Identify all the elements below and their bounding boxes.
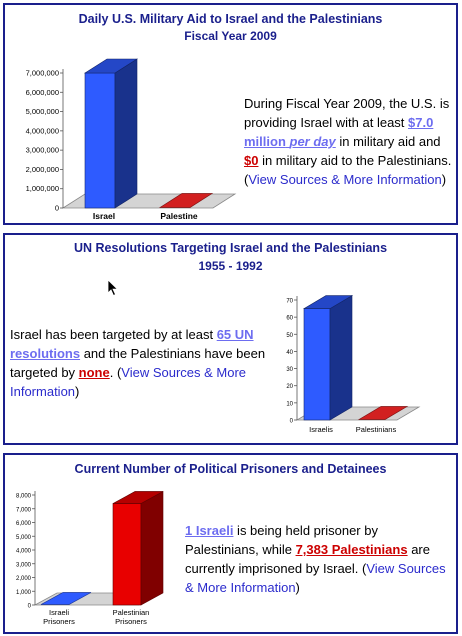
un-text-before: Israel has been targeted by at least	[10, 327, 217, 342]
un-panel-title: UN Resolutions Targeting Israel and the …	[73, 241, 388, 255]
x-category-label: Palestinian	[113, 608, 150, 617]
y-tick-label: 5,000,000	[26, 107, 59, 116]
aid-israel-amount-link[interactable]: $7.0 million per day	[244, 115, 434, 149]
x-category-label: Israel	[93, 211, 115, 221]
un-text-after: . (	[109, 365, 122, 380]
y-tick-label: 8,000	[16, 494, 32, 500]
y-tick-label: 1,000,000	[26, 184, 59, 193]
bar-front	[84, 72, 116, 209]
y-tick-label: 6,000,000	[26, 88, 59, 97]
y-tick-label: 7,000	[16, 507, 32, 513]
prisoners-panel: Current Number of Political Prisoners an…	[3, 453, 458, 634]
prisoners-text-middle: is being held prisoner by Palestinians, …	[185, 523, 378, 557]
bar-top	[302, 295, 354, 309]
un-panel-subtitle: 1955 - 1992	[198, 259, 263, 273]
prisoners-panel-title: Current Number of Political Prisoners an…	[74, 462, 387, 476]
bar-top	[83, 58, 139, 74]
un-resolutions-panel: UN Resolutions Targeting Israel and the …	[3, 233, 458, 445]
bar-top	[40, 592, 92, 605]
x-category-label: Palestinians	[356, 425, 397, 434]
prisoners-palestinian-link[interactable]: 7,383 Palestinians	[295, 542, 408, 557]
x-category-label: Prisoners	[43, 617, 75, 626]
bar-side	[140, 490, 164, 606]
y-tick-label: 30	[286, 367, 293, 373]
y-tick-label: 4,000,000	[26, 126, 59, 135]
x-category-label: Prisoners	[115, 617, 147, 626]
prisoners-description: 1 Israeli is being held prisoner by Pale…	[185, 521, 455, 597]
y-tick-label: 0	[55, 204, 59, 213]
x-category-label: Israelis	[309, 425, 333, 434]
aid-text-before: During Fiscal Year 2009, the U.S. is pro…	[244, 96, 450, 130]
un-text-middle: and the Palestinians have been targeted …	[10, 346, 266, 380]
un-israel-count-link[interactable]: 65 UN resolutions	[10, 327, 254, 361]
bar-front	[303, 308, 331, 421]
aid-text-middle: in military aid and	[335, 134, 441, 149]
bar-top	[357, 406, 409, 420]
mouse-cursor-icon	[107, 279, 119, 297]
prisoners-sources-link[interactable]: View Sources & More Information	[185, 561, 446, 595]
bar-side	[114, 58, 138, 209]
x-category-label: Palestine	[160, 211, 198, 221]
aid-text-end: )	[441, 172, 447, 187]
y-tick-label: 3,000,000	[26, 146, 59, 155]
y-tick-label: 60	[286, 316, 293, 322]
un-text-end: )	[75, 384, 80, 399]
bar-top	[112, 491, 164, 504]
aid-panel: Daily U.S. Military Aid to Israel and th…	[3, 3, 458, 225]
y-tick-label: 4,000	[16, 549, 32, 555]
y-tick-label: 3,000	[16, 562, 32, 568]
prisoners-text-end: )	[295, 580, 300, 595]
y-tick-label: 50	[286, 333, 293, 339]
un-description: Israel has been targeted by at least 65 …	[10, 325, 268, 401]
prisoners-chart: 0 1,000 2,000 3,000 4,000 5,000 6,000 7,000 8,00…	[16, 490, 164, 626]
y-tick-label: 1,000	[16, 590, 32, 596]
prisoners-israeli-link[interactable]: 1 Israeli	[185, 523, 234, 538]
aid-panel-title: Daily U.S. Military Aid to Israel and th…	[78, 12, 383, 26]
un-palestine-count-link[interactable]: none	[78, 365, 110, 380]
y-tick-label: 0	[28, 604, 32, 610]
aid-chart: 0 1,000,000 2,000,000 3,000,000 4,000,000 5,0…	[26, 58, 237, 221]
un-sources-link[interactable]: View Sources & More Information	[10, 365, 247, 399]
bar-top	[158, 193, 214, 208]
un-chart: 0 10 20 30 40 50 60 70 Israelis Palestinians	[286, 295, 421, 434]
aid-per-day: per day	[289, 134, 336, 149]
aid-description: During Fiscal Year 2009, the U.S. is pro…	[244, 94, 456, 189]
y-tick-label: 6,000	[16, 521, 32, 527]
bar-front	[112, 503, 142, 606]
bar-side	[329, 295, 353, 421]
y-tick-label: 70	[286, 299, 293, 305]
y-tick-label: 2,000,000	[26, 165, 59, 174]
prisoners-text-after: are currently imprisoned by Israel. (	[185, 542, 430, 576]
y-tick-label: 0	[290, 419, 294, 425]
y-tick-label: 20	[286, 384, 293, 390]
y-tick-label: 40	[286, 350, 293, 356]
x-category-label: Israeli	[49, 608, 69, 617]
y-tick-label: 2,000	[16, 576, 32, 582]
y-tick-label: 7,000,000	[26, 69, 59, 78]
aid-panel-subtitle: Fiscal Year 2009	[184, 29, 277, 43]
aid-sources-link[interactable]: View Sources & More Information	[248, 172, 442, 187]
aid-text-after: in military aid to the Palestinians. (	[244, 153, 452, 187]
y-tick-label: 10	[286, 401, 293, 407]
y-tick-label: 5,000	[16, 535, 32, 541]
aid-palestine-amount-link[interactable]: $0	[244, 153, 259, 168]
